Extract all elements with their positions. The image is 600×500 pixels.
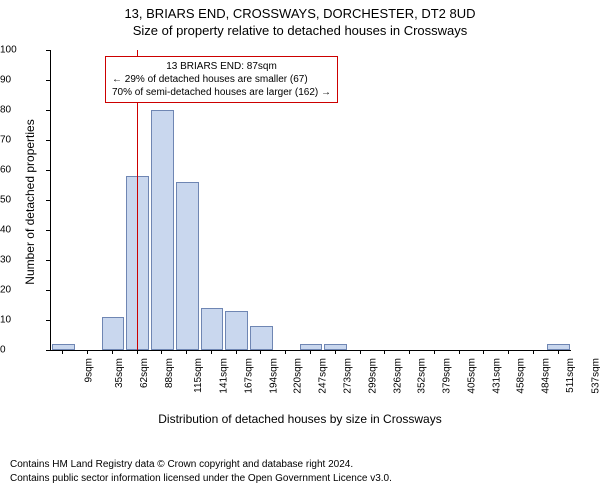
x-tick-label: 273sqm bbox=[343, 358, 354, 394]
y-tick-label: 10 bbox=[0, 315, 44, 326]
x-tick-label: 194sqm bbox=[268, 358, 279, 394]
x-tick-label: 62sqm bbox=[139, 358, 150, 388]
histogram-bar bbox=[225, 311, 248, 350]
callout-line-smaller: ← 29% of detached houses are smaller (67… bbox=[112, 73, 331, 86]
histogram-bar bbox=[324, 344, 347, 350]
chart-address-title: 13, BRIARS END, CROSSWAYS, DORCHESTER, D… bbox=[0, 0, 600, 21]
x-tick-label: 220sqm bbox=[293, 358, 304, 394]
x-tick-label: 141sqm bbox=[219, 358, 230, 394]
y-tick-label: 20 bbox=[0, 285, 44, 296]
marker-callout: 13 BRIARS END: 87sqm ← 29% of detached h… bbox=[105, 56, 338, 103]
x-tick-label: 537sqm bbox=[590, 358, 600, 394]
x-tick-label: 115sqm bbox=[193, 358, 204, 393]
x-tick-label: 299sqm bbox=[367, 358, 378, 394]
y-tick-label: 0 bbox=[0, 345, 44, 356]
footer-copyright-2: Contains public sector information licen… bbox=[10, 473, 392, 484]
x-tick-label: 431sqm bbox=[491, 358, 502, 394]
callout-line-value: 13 BRIARS END: 87sqm bbox=[112, 60, 331, 73]
x-tick-label: 405sqm bbox=[466, 358, 477, 394]
x-tick-label: 484sqm bbox=[541, 358, 552, 394]
x-tick-label: 88sqm bbox=[164, 358, 175, 388]
x-axis-label: Distribution of detached houses by size … bbox=[0, 412, 600, 426]
x-tick-label: 167sqm bbox=[244, 358, 255, 394]
histogram-bar bbox=[151, 110, 174, 350]
chart-subtitle: Size of property relative to detached ho… bbox=[0, 21, 600, 38]
x-tick-label: 458sqm bbox=[516, 358, 527, 394]
x-tick-label: 352sqm bbox=[417, 358, 428, 394]
x-tick-label: 247sqm bbox=[318, 358, 329, 394]
x-tick-label: 379sqm bbox=[442, 358, 453, 394]
y-tick-label: 80 bbox=[0, 105, 44, 116]
histogram-bar bbox=[547, 344, 570, 350]
x-tick-label: 35sqm bbox=[114, 358, 125, 388]
y-tick-label: 70 bbox=[0, 135, 44, 146]
histogram-bar bbox=[250, 326, 273, 350]
x-tick-label: 511sqm bbox=[565, 358, 576, 393]
y-tick-label: 40 bbox=[0, 225, 44, 236]
x-tick-label: 9sqm bbox=[84, 358, 95, 382]
y-tick-label: 50 bbox=[0, 195, 44, 206]
callout-line-larger: 70% of semi-detached houses are larger (… bbox=[112, 86, 331, 99]
histogram-bar bbox=[176, 182, 199, 350]
histogram-bar bbox=[102, 317, 125, 350]
footer-copyright-1: Contains HM Land Registry data © Crown c… bbox=[10, 459, 353, 470]
y-tick-label: 60 bbox=[0, 165, 44, 176]
y-tick-label: 90 bbox=[0, 75, 44, 86]
x-tick-label: 326sqm bbox=[392, 358, 403, 394]
y-tick-label: 30 bbox=[0, 255, 44, 266]
y-tick-label: 100 bbox=[0, 45, 44, 56]
histogram-bar bbox=[201, 308, 224, 350]
histogram-bar bbox=[52, 344, 75, 350]
